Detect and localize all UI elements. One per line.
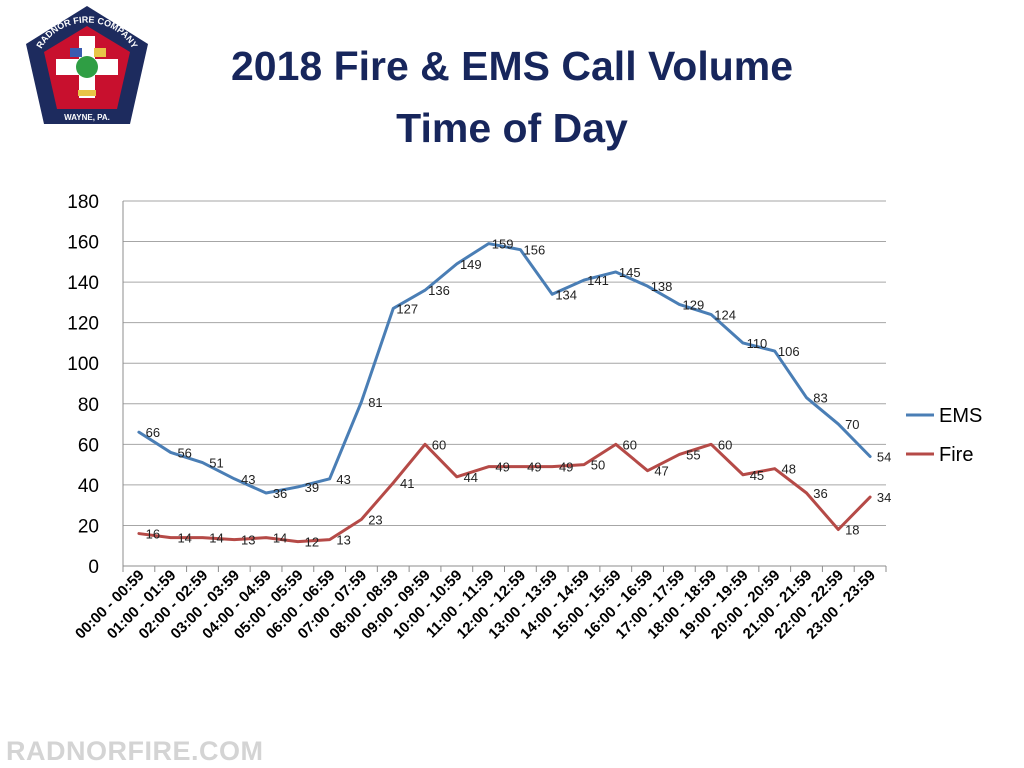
y-tick-label: 80 [78,395,99,416]
data-label-fire: 12 [305,535,319,550]
data-label-ems: 129 [683,297,705,312]
data-label-fire: 48 [781,462,795,477]
data-label-ems: 156 [524,243,546,258]
radnor-fire-company-logo: RADNOR FIRE COMPANY WAYNE, PA. [22,4,152,128]
data-label-fire: 45 [750,468,764,483]
y-tick-label: 120 [67,314,99,335]
chart-title-line-1: 2018 Fire & EMS Call Volume [230,43,794,89]
y-tick-label: 180 [67,192,99,213]
data-label-fire: 60 [432,437,446,452]
data-label-fire: 14 [209,531,223,546]
data-label-ems: 134 [555,287,577,302]
y-tick-label: 0 [88,557,99,578]
data-label-fire: 34 [877,490,891,505]
data-label-fire: 55 [686,447,700,462]
y-tick-label: 60 [78,435,99,456]
data-label-ems: 70 [845,417,859,432]
data-label-fire: 13 [241,533,255,548]
data-label-fire: 18 [845,523,859,538]
data-label-fire: 60 [718,437,732,452]
legend-label-ems: EMS [939,405,982,427]
data-label-fire: 50 [591,458,605,473]
data-label-fire: 41 [400,476,414,491]
data-label-ems: 43 [336,472,350,487]
data-label-fire: 60 [623,437,637,452]
data-label-fire: 36 [813,486,827,501]
website-watermark: RADNORFIRE.COM [6,736,264,766]
data-label-ems: 56 [177,445,191,460]
data-label-ems: 136 [428,283,450,298]
data-label-fire: 49 [527,460,541,475]
data-label-ems: 159 [492,237,514,252]
data-label-fire: 49 [495,460,509,475]
data-label-ems: 83 [813,391,827,406]
data-label-ems: 149 [460,257,482,272]
data-label-ems: 81 [368,395,382,410]
data-label-ems: 54 [877,450,891,465]
data-label-fire: 44 [464,470,478,485]
data-label-fire: 16 [146,527,160,542]
data-label-ems: 110 [747,336,768,351]
svg-text:WAYNE, PA.: WAYNE, PA. [64,113,110,122]
chart-title-line-2: Time of Day [396,105,628,151]
data-label-ems: 124 [714,308,736,323]
data-label-fire: 49 [559,460,573,475]
y-tick-label: 100 [67,354,99,375]
y-tick-label: 20 [78,516,99,537]
data-label-ems: 66 [146,425,160,440]
data-label-fire: 14 [177,531,191,546]
series-line-fire [137,442,872,544]
data-label-ems: 51 [209,456,223,471]
data-label-ems: 145 [619,265,641,280]
data-label-fire: 23 [368,512,382,527]
data-label-fire: 47 [654,464,668,479]
data-label-ems: 39 [305,480,319,495]
data-label-ems: 106 [778,344,800,359]
data-label-ems: 138 [651,279,673,294]
y-tick-label: 140 [67,273,99,294]
data-label-ems: 36 [273,486,287,501]
series-line-ems [137,242,872,495]
y-tick-label: 40 [78,476,99,497]
data-label-ems: 141 [587,273,609,288]
y-tick-label: 160 [67,233,99,254]
data-label-fire: 13 [336,533,350,548]
legend-label-fire: Fire [939,444,973,466]
data-label-fire: 14 [273,531,287,546]
data-label-ems: 127 [396,301,418,316]
data-label-ems: 43 [241,472,255,487]
